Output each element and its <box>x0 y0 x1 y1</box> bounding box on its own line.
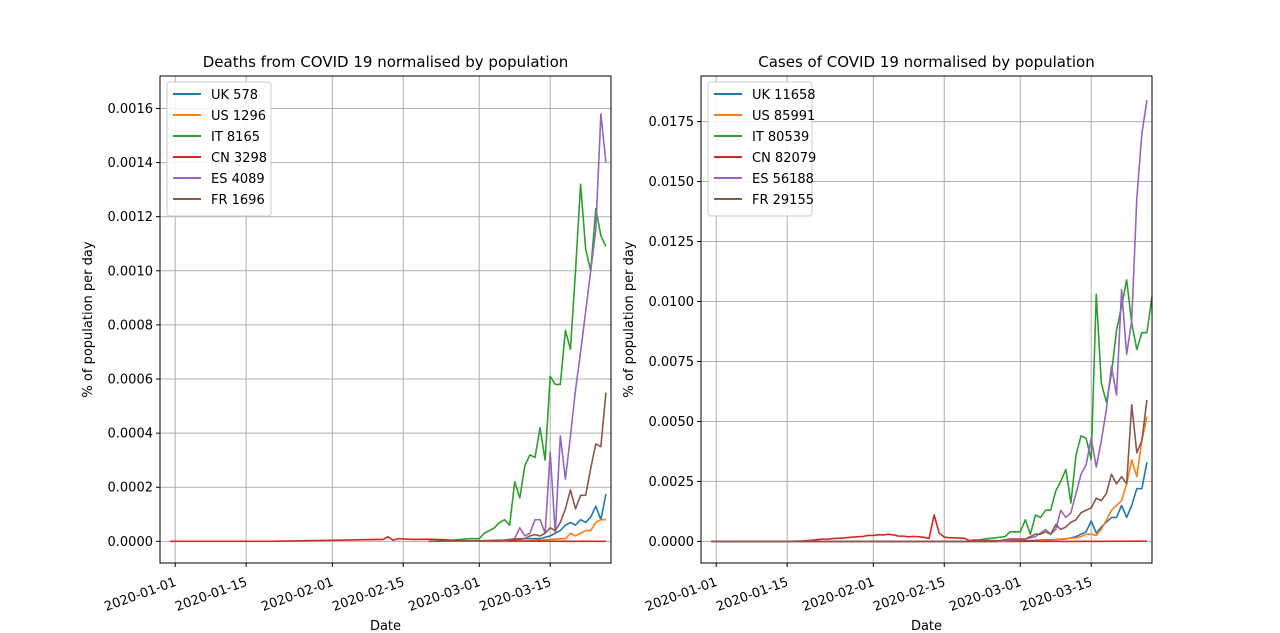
cases-legend-label-uk: UK 11658 <box>752 88 816 103</box>
deaths-y-tick-label: 0.0000 <box>108 535 154 550</box>
deaths-grid <box>160 76 611 563</box>
deaths-series-line-us <box>479 518 606 543</box>
cases-plot-frame <box>700 75 1153 564</box>
deaths-legend-label-us: US 1296 <box>211 109 266 124</box>
deaths-series-line-uk <box>499 493 607 543</box>
deaths-legend-label-uk: UK 578 <box>211 88 258 103</box>
deaths-y-tick-label: 0.0006 <box>108 373 154 388</box>
cases-y-tick-label: 0.0100 <box>649 295 695 310</box>
cases-series-line-fr <box>711 399 1148 543</box>
cases-y-axis-label: % of population per day <box>622 241 637 397</box>
deaths-legend-label-fr: FR 1696 <box>211 193 265 208</box>
cases-y-tick-label: 0.0175 <box>649 115 695 130</box>
cases-legend-label-it: IT 80539 <box>752 130 809 145</box>
deaths-series-line-fr <box>428 392 607 543</box>
deaths-chart-title: Deaths from COVID 19 normalised by popul… <box>203 53 569 71</box>
deaths-legend-label-it: IT 8165 <box>211 130 260 145</box>
deaths-series-line-es <box>499 113 607 543</box>
cases-legend-label-es: ES 56188 <box>752 172 814 187</box>
deaths-legend: UK 578 US 1296 IT 8165 CN 3298 ES 4089 FR 169… <box>166 81 272 217</box>
cases-legend-label-cn: CN 82079 <box>752 151 816 166</box>
deaths-x-axis-label: Date <box>370 619 401 633</box>
cases-legend: UK 11658 US 85991 IT 80539 CN 82079 ES 56188… <box>707 81 816 217</box>
cases-y-tick-label: 0.0150 <box>649 175 695 190</box>
deaths-y-tick-label: 0.0008 <box>108 318 154 333</box>
deaths-y-tick-label: 0.0010 <box>108 264 154 279</box>
cases-series <box>711 99 1153 543</box>
cases-y-tick-label: 0.0125 <box>649 235 695 250</box>
cases-x-axis-label: Date <box>911 619 942 633</box>
deaths-y-tick-label: 0.0014 <box>108 156 154 171</box>
deaths-y-tick-label: 0.0004 <box>108 427 154 442</box>
cases-y-tick-label: 0.0025 <box>649 475 695 490</box>
cases-legend-label-us: US 85991 <box>752 109 815 124</box>
cases-chart-title: Cases of COVID 19 normalised by populati… <box>758 53 1094 71</box>
deaths-plot-frame <box>159 75 612 564</box>
deaths-legend-label-cn: CN 3298 <box>211 151 267 166</box>
cases-y-tick-label: 0.0075 <box>649 355 695 370</box>
cases-series-line-it <box>711 279 1153 543</box>
deaths-series <box>170 113 607 543</box>
cases-legend-label-fr: FR 29155 <box>752 193 814 208</box>
cases-series-line-es <box>711 99 1148 543</box>
cases-y-tick-label: 0.0000 <box>649 535 695 550</box>
deaths-y-axis-label: % of population per day <box>81 241 96 397</box>
deaths-legend-label-es: ES 4089 <box>211 172 265 187</box>
deaths-series-line-it <box>433 183 607 543</box>
deaths-y-tick-label: 0.0012 <box>108 210 154 225</box>
deaths-y-tick-label: 0.0016 <box>108 102 154 117</box>
cases-y-tick-label: 0.0050 <box>649 415 695 430</box>
cases-series-line-us <box>711 416 1148 543</box>
deaths-y-tick-label: 0.0002 <box>108 481 154 496</box>
